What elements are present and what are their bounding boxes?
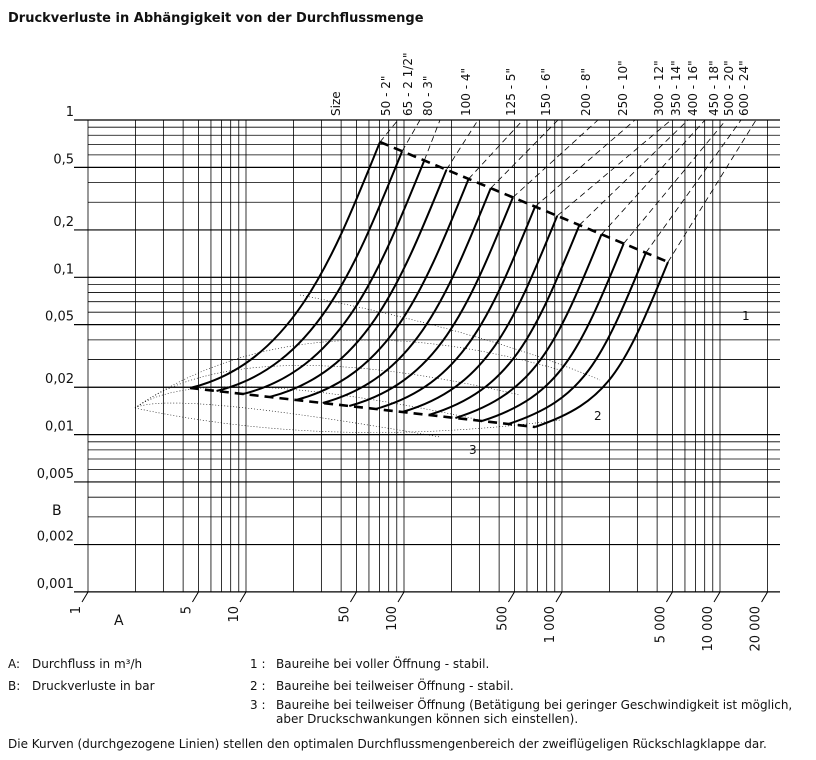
size-label: 400 - 16" [686,60,700,116]
legend-key: B: [8,679,20,693]
y-tick-label: 0,5 [53,152,74,167]
size-curve [402,215,559,413]
x-tick-label: 100 [385,606,400,631]
x-tick [508,591,515,603]
size-curve [269,169,448,398]
partial-curve [134,407,561,433]
size-curve [189,141,381,389]
note-text: aber Druckschwankungen können sich einst… [276,712,578,726]
title: Druckverluste in Abhängigkeit von der Du… [8,11,424,26]
x-tick [713,591,721,603]
size-label: 200 - 8" [579,68,593,116]
partial-curve [134,402,441,438]
boundary-top [379,140,669,264]
size-extension [623,119,727,244]
size-label: 150 - 6" [539,68,553,116]
note-key: 3 : [250,698,266,712]
partial-curve [134,339,561,409]
x-tick-label: 20 000 [749,606,764,652]
note-text: Baureihe bei teilweiser Öffnung - stabil… [276,677,514,693]
legend-text: Druckverluste in bar [32,679,155,693]
y-tick-label: 0,005 [37,467,74,482]
size-extension [379,119,399,143]
y-tick-label: 0,01 [45,420,74,435]
x-tick-label: 500 [495,606,510,631]
note-key: 2 : [250,679,266,693]
y-tick-label: 0,1 [53,262,74,277]
x-tick-label: 10 [227,606,242,623]
x-tick-label: 50 [337,606,352,623]
size-label: 600 - 24" [737,60,751,116]
size-curve [481,243,625,422]
x-tick [239,591,247,603]
x-tick [555,591,563,603]
x-tick-label: 10 000 [701,606,716,652]
size-label: 500 - 20" [722,60,736,116]
size-curve [216,150,404,392]
x-tick-label: 1 [69,606,84,614]
size-curve [455,233,603,419]
size-extension [534,119,636,207]
x-tick [666,591,673,603]
y-tick-label: 0,05 [45,310,74,325]
note-text: Baureihe bei voller Öffnung - stabil. [276,655,489,671]
curve-label: 1 [742,309,750,323]
curve-label: 2 [594,409,602,423]
size-curve [508,252,647,425]
y-tick-label: 0,02 [45,372,74,387]
size-extension [667,119,757,263]
x-tick-label: 5 [179,606,194,614]
x-tick [81,591,89,603]
size-curve [322,187,492,404]
size-label: 450 - 18" [707,60,721,116]
size-label: 50 - 2" [379,76,393,116]
boundary-bottom [189,386,536,429]
size-header: Size [329,91,343,116]
size-label: 80 - 3" [421,76,435,116]
y-axis-label: B [52,503,62,519]
size-extension [512,119,599,198]
y-tick-label: 0,001 [37,577,74,592]
x-tick [192,591,199,603]
size-extension [401,119,421,152]
size-curve [534,261,669,428]
size-label: 125 - 5" [504,68,518,116]
legend-text: Durchfluss in m³/h [32,657,142,671]
size-curve [348,197,514,407]
y-tick-label: 1 [66,105,74,120]
x-tick [397,591,405,603]
legend-key: A: [8,657,20,671]
size-label: 250 - 10" [616,60,630,116]
x-tick-label: 5 000 [653,606,668,643]
size-curve [428,224,581,416]
size-extension [601,119,706,235]
size-label: 65 - 2 1/2" [401,52,415,116]
footnote: Die Kurven (durchgezogene Linien) stelle… [8,737,767,751]
size-extension [423,119,441,161]
x-tick [350,591,357,603]
size-extension [468,119,524,180]
size-extension [579,119,689,226]
note-key: 1 : [250,657,266,671]
x-axis-label: A [114,613,124,629]
size-curve [242,160,426,395]
size-label: 100 - 4" [459,68,473,116]
size-curve [295,178,470,401]
size-extension [490,119,559,189]
x-tick-label: 1 000 [543,606,558,643]
y-tick-label: 0,002 [37,530,74,545]
size-label: 300 - 12" [652,60,666,116]
partial-curve [134,365,521,409]
note-text: Baureihe bei teilweiser Öffnung (Betätig… [276,696,792,712]
x-tick [761,591,768,603]
size-label: 350 - 14" [669,60,683,116]
size-curve [375,206,537,410]
size-extension [556,119,672,217]
size-extension [645,119,742,254]
y-tick-label: 0,2 [53,215,74,230]
